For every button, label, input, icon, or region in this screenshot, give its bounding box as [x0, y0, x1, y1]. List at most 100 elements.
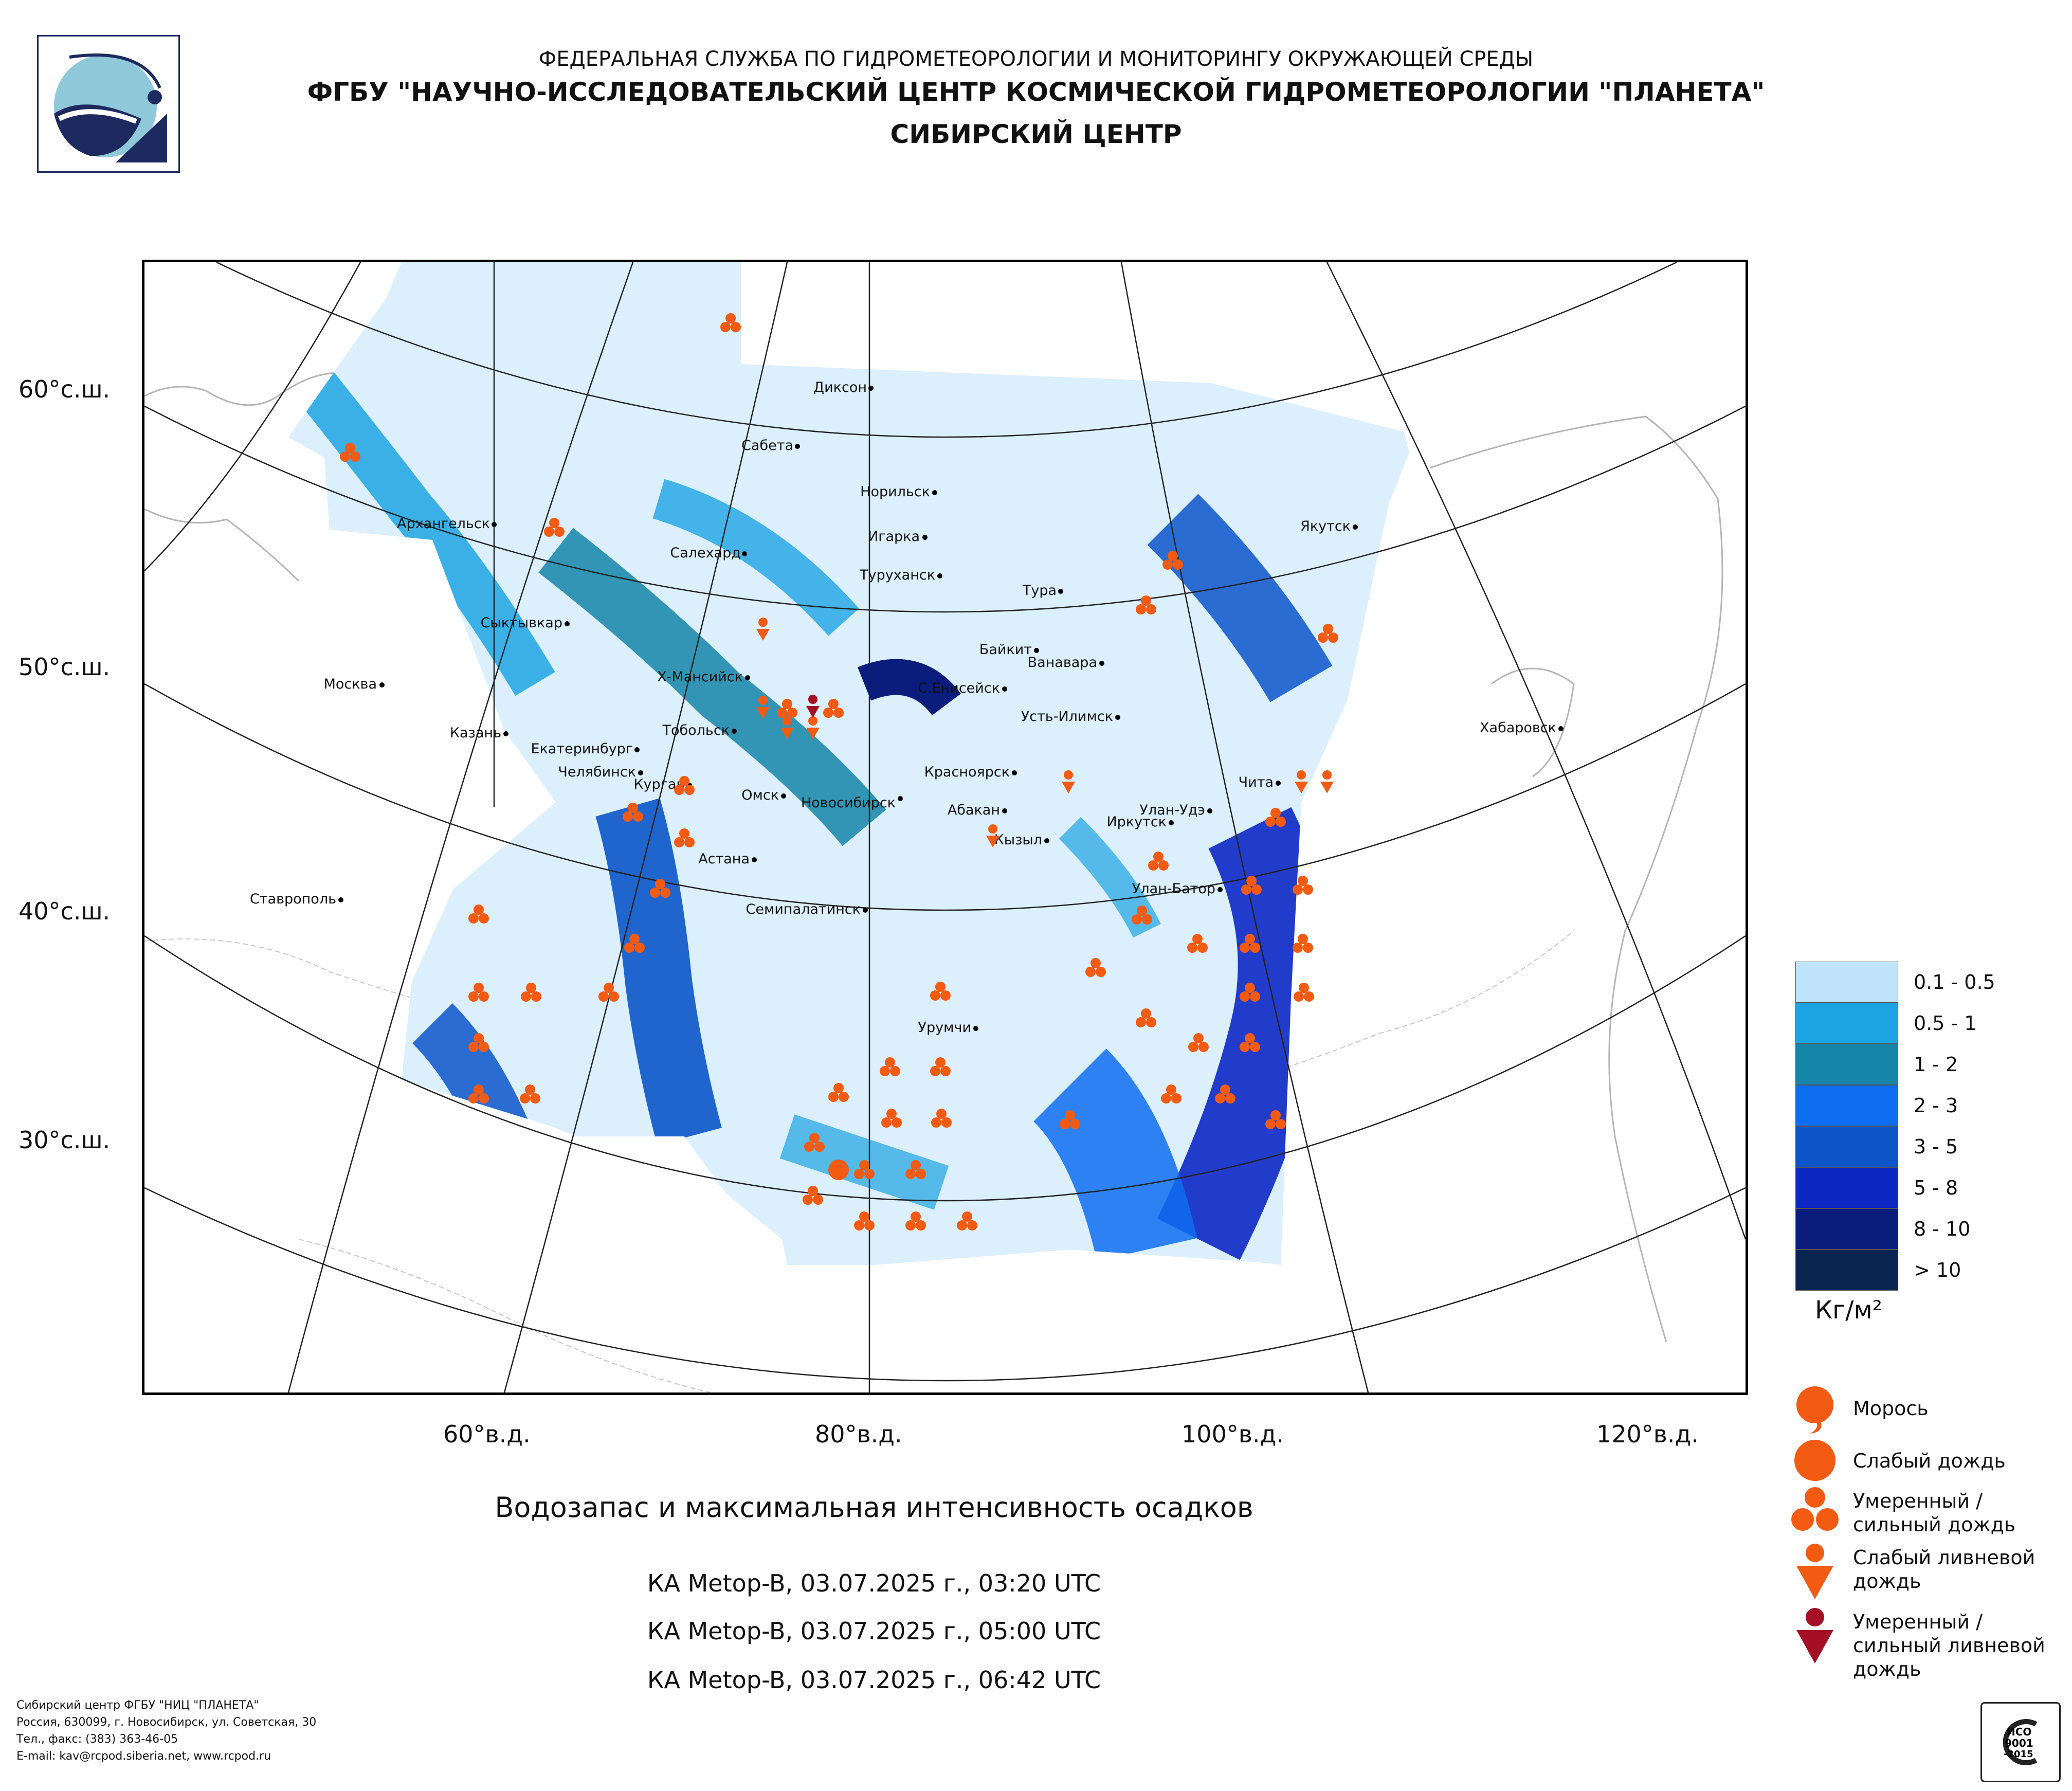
svg-text:Казань: Казань — [450, 725, 501, 741]
legend-swatch — [1795, 1044, 1898, 1085]
svg-text:Тобольск: Тобольск — [662, 722, 730, 738]
svg-text:Улан-Удэ: Улан-Удэ — [1139, 802, 1205, 818]
light-rain-icon — [1794, 1440, 1835, 1481]
city-dikson: Диксон — [813, 379, 874, 395]
city-stavropol: Ставрополь — [250, 891, 343, 907]
city-igarka: Игарка — [868, 529, 928, 545]
moderate-rain-icon — [803, 1186, 823, 1205]
rain-moderate-markers — [340, 313, 1338, 1231]
lat-label-50: 50°с.ш. — [19, 653, 111, 681]
moderate-rain-icon — [930, 982, 951, 1001]
moderate-rain-icon — [468, 1084, 489, 1103]
moderate-rain-icon — [624, 934, 645, 953]
footer-line: Сибирский центр ФГБУ "НИЦ "ПЛАНЕТА" — [16, 1699, 259, 1712]
moderate-rain-icon — [1188, 1033, 1209, 1052]
light-shower-icon — [756, 696, 770, 719]
city-novosibirsk: Новосибирск — [801, 795, 903, 811]
moderate-rain-icon — [1085, 958, 1106, 977]
legend-label: 1 - 2 — [1914, 1053, 1958, 1076]
svg-text:Салехард: Салехард — [670, 545, 741, 561]
moderate-rain-icon — [720, 313, 741, 332]
svg-text:Х-Мансийск: Х-Мансийск — [657, 669, 743, 685]
satellite-pass-1: КА Metop-B, 03.07.2025 г., 03:20 UTC — [647, 1569, 1101, 1597]
symbol-label: Умеренный / сильный дождь — [1853, 1490, 2016, 1536]
city-syktyvkar: Сыктывкар — [481, 615, 570, 631]
city-omsk: Омск — [741, 787, 786, 803]
svg-text:Усть-Илимск: Усть-Илимск — [1021, 709, 1113, 725]
moderate-rain-icon — [468, 904, 489, 924]
legend-label: 8 - 10 — [1914, 1218, 1971, 1240]
svg-text:ИСО: ИСО — [2007, 1726, 2031, 1738]
svg-text:9001: 9001 — [2005, 1737, 2033, 1749]
moderate-rain-icon — [823, 699, 844, 718]
moderate-rain-icon — [623, 803, 643, 822]
moderate-rain-icon — [777, 699, 797, 718]
satellite-swath — [288, 262, 1409, 1265]
city-ust-ilimsk: Усть-Илимск — [1021, 709, 1120, 725]
svg-text:Москва: Москва — [324, 676, 377, 692]
svg-text:Чита: Чита — [1239, 774, 1274, 790]
header-agency: ФЕДЕРАЛЬНАЯ СЛУЖБА ПО ГИДРОМЕТЕОРОЛОГИИ … — [538, 47, 1534, 71]
moderate-rain-icon — [468, 983, 489, 1002]
light-shower-icon — [1295, 770, 1308, 793]
moderate-rain-icon — [520, 1084, 540, 1103]
svg-text:Абакан: Абакан — [948, 802, 1000, 818]
symbol-label: Слабый дождь — [1853, 1450, 2006, 1472]
svg-text:Семипалатинск: Семипалатинск — [746, 901, 861, 917]
symbol-moderate-rain: Умеренный / сильный дождь — [1789, 1486, 2015, 1545]
lon-label-80: 80°в.д. — [815, 1420, 902, 1448]
header-organization: ФГБУ "НАУЧНО-ИССЛЕДОВАТЕЛЬСКИЙ ЦЕНТР КОС… — [307, 77, 1765, 107]
precipitation-map: Диксон Сабета Норильск Архангельск Игарк… — [142, 260, 1748, 1395]
lon-label-120: 120°в.д. — [1596, 1420, 1699, 1448]
svg-text:Омск: Омск — [741, 787, 779, 803]
drizzle-icon — [1796, 1386, 1833, 1434]
city-vanavara: Ванавара — [1028, 655, 1104, 671]
moderate-rain-icon — [905, 1211, 926, 1231]
city-krasnoyarsk: Красноярск — [924, 764, 1017, 780]
svg-text:Ставрополь: Ставрополь — [250, 891, 336, 907]
satellite-pass-2: КА Metop-B, 03.07.2025 г., 05:00 UTC — [647, 1617, 1101, 1645]
moderate-rain-icon — [598, 983, 619, 1002]
footer-line: Тел., факс: (383) 363-46-05 — [16, 1733, 178, 1746]
city-sabeta: Сабета — [741, 438, 800, 454]
moderate-rain-icon — [905, 1160, 926, 1179]
footer-line: Россия, 630099, г. Новосибирск, ул. Сове… — [16, 1716, 317, 1729]
moderate-rain-icon — [957, 1211, 977, 1231]
lon-label-100: 100°в.д. — [1182, 1420, 1284, 1448]
city-turukhansk: Туруханск — [859, 567, 942, 583]
moderate-rain-icon — [1060, 1110, 1080, 1129]
city-tura: Тура — [1022, 583, 1063, 599]
lon-label-60: 60°в.д. — [443, 1420, 531, 1448]
city-kh-mansiysk: Х-Мансийск — [657, 669, 750, 685]
city-urumchi: Урумчи — [918, 1020, 978, 1036]
moderate-rain-icon — [1240, 1033, 1260, 1052]
svg-text:Сабета: Сабета — [741, 438, 793, 454]
symbol-drizzle: Морось — [1789, 1383, 1929, 1437]
city-khabarovsk: Хабаровск — [1480, 720, 1564, 736]
light-shower-icon — [986, 824, 999, 847]
legend-label: 0.5 - 1 — [1914, 1012, 1977, 1035]
moderate-rain-icon — [1294, 983, 1314, 1002]
moderate-rain-icon — [1162, 551, 1183, 570]
moderate-rain-icon — [1318, 624, 1338, 643]
light-shower-icon — [1062, 770, 1075, 793]
moderate-rain-icon — [1293, 934, 1313, 953]
svg-text:Тура: Тура — [1022, 583, 1057, 599]
moderate-rain-icon — [854, 1211, 875, 1231]
moderate-rain-icon — [804, 1133, 825, 1152]
legend-label: 3 - 5 — [1914, 1135, 1958, 1158]
city-semipalatinsk: Семипалатинск — [746, 901, 868, 917]
light-shower-icon — [806, 716, 820, 739]
legend-swatch — [1795, 962, 1898, 1003]
svg-text:Сыктывкар: Сыктывкар — [481, 615, 562, 631]
moderate-rain-icon — [881, 1109, 902, 1128]
moderate-rain-icon — [468, 1033, 489, 1052]
moderate-rain-icon — [1265, 1110, 1286, 1129]
symbol-light-rain: Слабый дождь — [1789, 1435, 2006, 1488]
svg-text:Байкит: Байкит — [979, 642, 1032, 658]
moderate-rain-icon — [854, 1160, 875, 1179]
city-markers: Диксон Сабета Норильск Архангельск Игарк… — [250, 379, 1564, 1036]
light-shower-icon — [1796, 1544, 1833, 1599]
svg-text:Туруханск: Туруханск — [859, 567, 935, 583]
lat-label-30: 30°с.ш. — [19, 1126, 111, 1154]
